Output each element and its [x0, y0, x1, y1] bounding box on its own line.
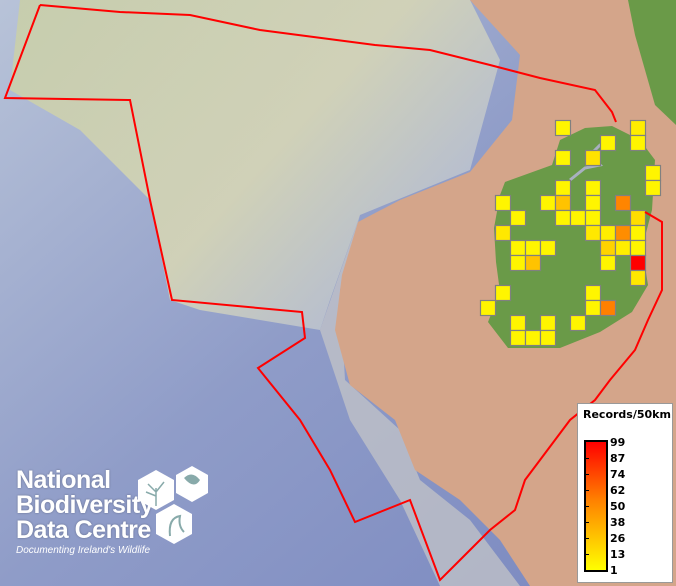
map-legend: Records/50km 99 87 74 62 50 38 26 13 1	[577, 403, 673, 583]
grid-cell[interactable]	[644, 164, 662, 182]
grid-cell[interactable]	[599, 254, 617, 272]
grid-cell[interactable]	[494, 224, 512, 242]
ireland-landmass	[488, 126, 655, 348]
legend-label: 87	[610, 452, 626, 465]
grid-cell[interactable]	[599, 299, 617, 317]
grid-cell[interactable]	[569, 209, 587, 227]
grid-cell[interactable]	[614, 194, 632, 212]
legend-label: 50	[610, 500, 626, 513]
grid-cell[interactable]	[524, 239, 542, 257]
grid-cell[interactable]	[509, 329, 527, 347]
nbdc-logo: National Biodiversity Data Centre Docume…	[16, 466, 154, 557]
grid-cell[interactable]	[629, 209, 647, 227]
grid-cell[interactable]	[569, 314, 587, 332]
grid-cell[interactable]	[494, 194, 512, 212]
ramp-tick	[584, 554, 589, 555]
legend-label: 13	[610, 548, 626, 561]
grid-cell[interactable]	[629, 224, 647, 242]
scotland-landmass	[628, 0, 676, 125]
grid-cell[interactable]	[599, 239, 617, 257]
grid-cell[interactable]	[509, 209, 527, 227]
logo-line-2: Biodiversity	[16, 491, 154, 519]
legend-label: 26	[610, 532, 626, 545]
grid-cell[interactable]	[554, 119, 572, 137]
grid-cell[interactable]	[554, 149, 572, 167]
grid-cell[interactable]	[539, 314, 557, 332]
legend-label: 38	[610, 516, 626, 529]
legend-label: 1	[610, 564, 618, 577]
logo-tagline: Documenting Ireland's Wildlife	[16, 545, 151, 556]
grid-cell[interactable]	[644, 179, 662, 197]
legend-title: Records/50km	[583, 408, 671, 421]
grid-cells	[479, 119, 662, 347]
ramp-tick	[584, 490, 589, 491]
grid-cell[interactable]	[554, 194, 572, 212]
grid-cell[interactable]	[584, 149, 602, 167]
grid-cell[interactable]	[584, 194, 602, 212]
grid-cell[interactable]	[614, 239, 632, 257]
shelf-slope	[320, 215, 520, 586]
grid-cell[interactable]	[509, 314, 527, 332]
grid-cell[interactable]	[539, 194, 557, 212]
ramp-tick	[584, 458, 589, 459]
grid-cell[interactable]	[629, 134, 647, 152]
continental-shelf	[10, 0, 500, 330]
grid-cell[interactable]	[524, 329, 542, 347]
grid-cell[interactable]	[584, 209, 602, 227]
legend-label: 99	[610, 436, 626, 449]
logo-line-3: Data Centre	[16, 516, 151, 544]
legend-label: 62	[610, 484, 626, 497]
ramp-tick	[584, 538, 589, 539]
grid-cell[interactable]	[509, 239, 527, 257]
boundary-line	[39, 4, 617, 123]
grid-cell[interactable]	[629, 254, 647, 272]
grid-cell[interactable]	[584, 224, 602, 242]
grid-cell[interactable]	[509, 254, 527, 272]
grid-cell[interactable]	[494, 284, 512, 302]
grid-cell[interactable]	[479, 299, 497, 317]
ramp-tick	[584, 522, 589, 523]
grid-cell[interactable]	[554, 179, 572, 197]
grid-cell[interactable]	[584, 284, 602, 302]
grid-cell[interactable]	[614, 224, 632, 242]
grid-cell[interactable]	[629, 239, 647, 257]
legend-label: 74	[610, 468, 626, 481]
grid-cell[interactable]	[599, 134, 617, 152]
grid-cell[interactable]	[539, 239, 557, 257]
grid-cell[interactable]	[554, 209, 572, 227]
boundary-line	[3, 4, 663, 582]
grid-cell[interactable]	[629, 119, 647, 137]
hexagon-logo-icon	[138, 466, 208, 544]
logo-line-1: National	[16, 466, 111, 494]
ramp-tick	[584, 506, 589, 507]
grid-cell[interactable]	[539, 329, 557, 347]
color-ramp	[584, 440, 608, 572]
grid-cell[interactable]	[629, 269, 647, 287]
grid-cell[interactable]	[584, 179, 602, 197]
grid-cell[interactable]	[599, 224, 617, 242]
grid-cell[interactable]	[524, 254, 542, 272]
grid-cell[interactable]	[584, 299, 602, 317]
ramp-tick	[584, 474, 589, 475]
